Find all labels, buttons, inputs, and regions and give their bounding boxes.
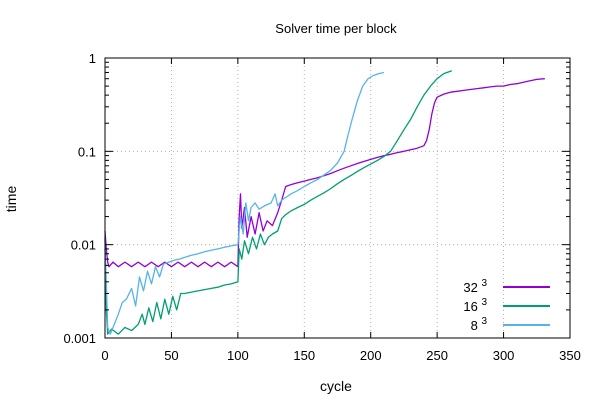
x-tick-label: 150 — [293, 348, 315, 363]
y-axis-label: time — [3, 186, 19, 213]
x-tick-label: 200 — [360, 348, 382, 363]
x-tick-label: 350 — [559, 348, 581, 363]
plot-frame — [104, 57, 571, 339]
series-line-16 — [104, 70, 453, 335]
series-group — [104, 70, 545, 335]
x-tick-label: 300 — [493, 348, 515, 363]
x-axis-label: cycle — [320, 378, 352, 394]
grid — [105, 58, 570, 338]
y-tick-label: 0.001 — [63, 331, 96, 346]
x-tick-label: 50 — [164, 348, 178, 363]
legend: 32 3 16 3 8 3 — [463, 278, 550, 333]
x-tick-label: 250 — [426, 348, 448, 363]
y-tick-label: 0.1 — [78, 144, 96, 159]
x-tick-label: 100 — [227, 348, 249, 363]
legend-label-16: 16 3 — [463, 297, 487, 314]
series-line-8 — [104, 71, 385, 335]
legend-label-32: 32 3 — [463, 278, 487, 295]
y-tick-label: 1 — [89, 51, 96, 66]
chart-title: Solver time per block — [275, 21, 397, 36]
series-line-32 — [104, 78, 545, 268]
x-tick-label: 0 — [101, 348, 108, 363]
y-tick-label: 0.01 — [71, 238, 96, 253]
axis-ticks: 0 50 100 150 200 250 300 350 0.001 0.01 0.1 1 — [63, 51, 580, 363]
legend-label-8: 8 3 — [471, 316, 488, 333]
